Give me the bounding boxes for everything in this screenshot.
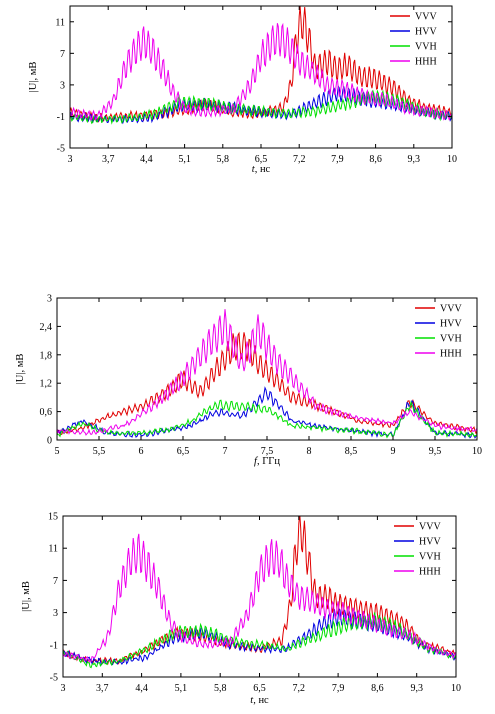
legend-label-vvh: VVH bbox=[419, 552, 441, 563]
legend-label-hhh: HHH bbox=[419, 567, 441, 578]
legend-label-vvv: VVV bbox=[440, 304, 462, 315]
y-tick-label: 7 bbox=[60, 49, 65, 60]
axes-box bbox=[62, 515, 457, 678]
y-tick-label: 2,4 bbox=[40, 322, 53, 333]
x-tick-label: 6 bbox=[139, 446, 144, 457]
series-lines bbox=[57, 309, 477, 439]
x-axis-label-var: t bbox=[250, 695, 254, 706]
x-axis-label: t, нс bbox=[250, 695, 269, 706]
series-line-hhh bbox=[70, 22, 452, 122]
series-line-hhh bbox=[63, 533, 456, 663]
legend-label-vvv: VVV bbox=[415, 12, 437, 23]
y-tick-label: -1 bbox=[57, 112, 65, 123]
legend-label-vvh: VVH bbox=[440, 334, 462, 345]
x-tick-label: 7,9 bbox=[331, 154, 344, 165]
x-tick-label: 6,5 bbox=[177, 446, 190, 457]
x-tick-label: 5,1 bbox=[178, 154, 191, 165]
legend-label-vvv: VVV bbox=[419, 522, 441, 533]
x-tick-label: 8,6 bbox=[369, 154, 382, 165]
x-tick-label: 9,3 bbox=[408, 154, 421, 165]
x-tick-label: 3,7 bbox=[102, 154, 115, 165]
x-tick-label: 5,8 bbox=[217, 154, 230, 165]
x-tick-label: 9,5 bbox=[429, 446, 442, 457]
x-tick-label: 5,5 bbox=[93, 446, 106, 457]
x-tick-label: 4,4 bbox=[135, 683, 148, 694]
x-axis-label-unit: , нс bbox=[255, 164, 271, 175]
legend-label-hvv: HVV bbox=[440, 319, 462, 330]
y-tick-label: 0,6 bbox=[40, 407, 53, 418]
x-tick-label: 10 bbox=[451, 683, 461, 694]
x-axis-label-unit: , ГГц bbox=[257, 456, 280, 467]
x-tick-label: 5,8 bbox=[214, 683, 227, 694]
series-line-vvh bbox=[57, 399, 477, 439]
y-tick-label: -5 bbox=[57, 144, 65, 155]
y-tick-label: 7 bbox=[53, 576, 58, 587]
x-tick-label: 8 bbox=[307, 446, 312, 457]
x-axis-label: f, ГГц bbox=[254, 456, 280, 467]
x-tick-label: 9,3 bbox=[410, 683, 423, 694]
legend: VVV HVV VVH HHH bbox=[390, 12, 437, 68]
y-tick-label: 11 bbox=[55, 17, 65, 28]
x-tick-label: 6,5 bbox=[255, 154, 268, 165]
x-tick-label: 3 bbox=[61, 683, 66, 694]
x-tick-label: 6,5 bbox=[253, 683, 266, 694]
x-tick-label: 7,2 bbox=[293, 154, 306, 165]
x-tick-label: 9 bbox=[391, 446, 396, 457]
x-axis-label-var: t bbox=[252, 164, 256, 175]
series-line-vvh bbox=[70, 89, 452, 125]
y-axis-label: |U|, мВ bbox=[21, 581, 32, 612]
y-tick-label: 0 bbox=[47, 436, 52, 447]
x-tick-label: 8,6 bbox=[371, 683, 384, 694]
x-tick-label: 7,5 bbox=[261, 446, 274, 457]
x-tick-label: 3,7 bbox=[96, 683, 109, 694]
x-axis-label-var: f bbox=[254, 456, 259, 467]
y-tick-label: 1,2 bbox=[40, 379, 53, 390]
x-tick-label: 4,4 bbox=[140, 154, 153, 165]
y-tick-label: 3 bbox=[60, 80, 65, 91]
legend-label-hhh: HHH bbox=[440, 349, 462, 360]
x-tick-label: 7 bbox=[223, 446, 228, 457]
legend: VVV HVV VVH HHH bbox=[415, 304, 462, 360]
x-tick-label: 10 bbox=[472, 446, 482, 457]
y-tick-label: 3 bbox=[47, 294, 52, 305]
x-tick-label: 5,1 bbox=[175, 683, 188, 694]
y-axis-label: |U|, мВ bbox=[15, 354, 26, 385]
y-tick-label: -5 bbox=[50, 673, 58, 684]
series-lines bbox=[70, 6, 452, 125]
x-tick-label: 5 bbox=[55, 446, 60, 457]
series-line-vvh bbox=[63, 612, 456, 669]
legend-label-vvh: VVH bbox=[415, 42, 437, 53]
series-lines bbox=[63, 516, 456, 669]
x-axis-label: t, нс bbox=[252, 164, 271, 175]
legend-label-hvv: HVV bbox=[419, 537, 441, 548]
legend: VVV HVV VVH HHH bbox=[394, 522, 441, 578]
x-tick-label: 3 bbox=[68, 154, 73, 165]
x-tick-label: 10 bbox=[447, 154, 457, 165]
y-tick-label: 1,8 bbox=[40, 350, 53, 361]
y-tick-label: 3 bbox=[53, 608, 58, 619]
x-tick-label: 7,9 bbox=[332, 683, 345, 694]
chart-panel-1: 3 3,7 4,4 5,1 5,8 6,5 7,2 7,9 8,6 9,3 10 -5 -1 3 7 11 t,… bbox=[28, 5, 457, 175]
x-tick-label: 8,5 bbox=[345, 446, 358, 457]
legend-label-hhh: HHH bbox=[415, 57, 437, 68]
y-tick-label: -1 bbox=[50, 640, 58, 651]
y-tick-label: 11 bbox=[48, 544, 58, 555]
series-line-vvv bbox=[63, 516, 456, 666]
y-axis-label: |U|, мВ bbox=[28, 62, 39, 93]
x-tick-label: 7,2 bbox=[293, 683, 306, 694]
legend-label-hvv: HVV bbox=[415, 27, 437, 38]
y-tick-label: 15 bbox=[48, 512, 58, 523]
chart-panel-2: 5 5,5 6 6,5 7 7,5 8 8,5 9 9,5 10 0 0,6 1,2 1,8 2,4 3 f, Г… bbox=[15, 294, 482, 468]
series-line-hvv bbox=[57, 386, 477, 439]
chart-panel-3: 3 3,7 4,4 5,1 5,8 6,5 7,2 7,9 8,6 9,3 10 -5 -1 3 7 11 15… bbox=[21, 512, 461, 707]
axes-box bbox=[69, 5, 453, 149]
x-axis-label-unit: , нс bbox=[253, 695, 269, 706]
series-line-hhh bbox=[57, 309, 477, 436]
